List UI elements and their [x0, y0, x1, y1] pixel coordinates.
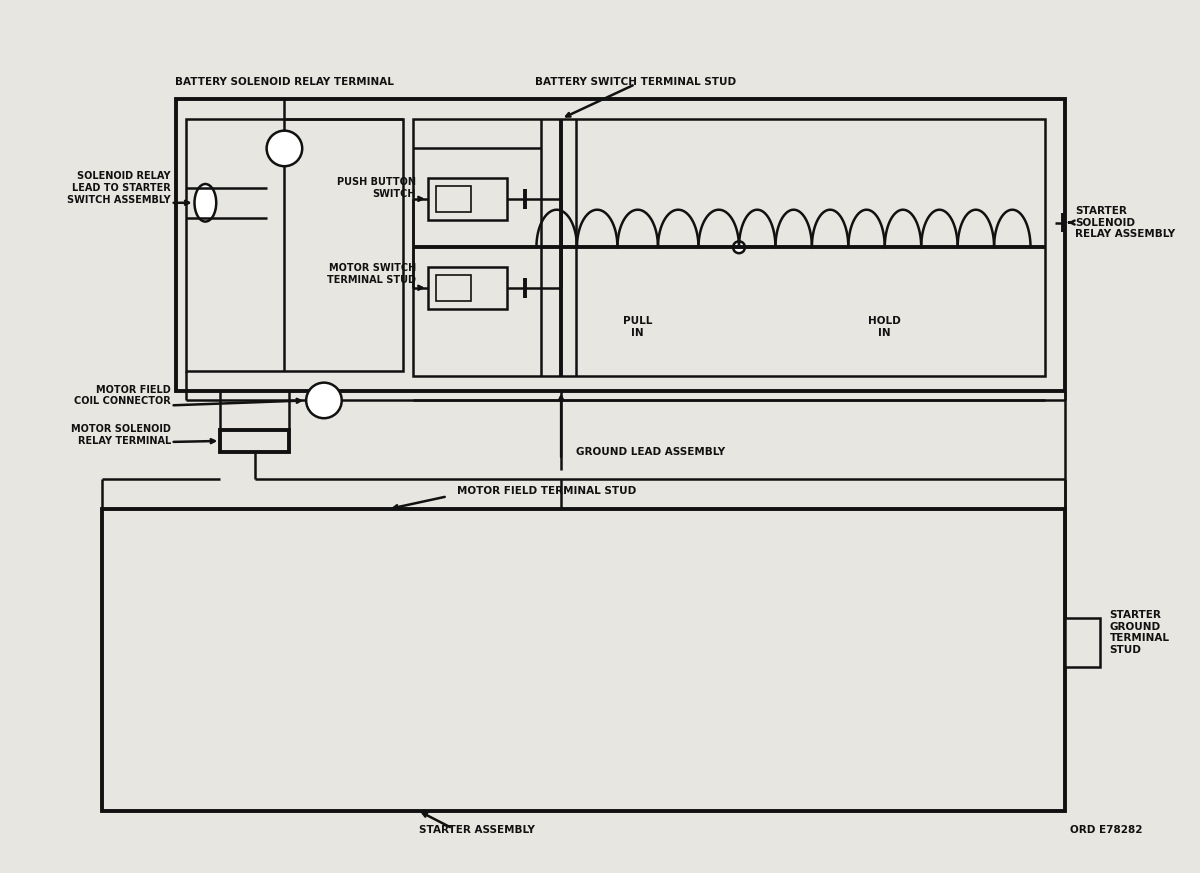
Text: GROUND LEAD ASSEMBLY: GROUND LEAD ASSEMBLY [576, 447, 725, 457]
Bar [102, 509, 1066, 810]
Ellipse shape [194, 184, 216, 222]
Bar [175, 99, 1066, 390]
Text: HOLD
IN: HOLD IN [868, 316, 901, 338]
Text: STARTER ASSEMBLY: STARTER ASSEMBLY [419, 825, 535, 835]
Text: BATTERY SOLENOID RELAY TERMINAL: BATTERY SOLENOID RELAY TERMINAL [175, 77, 394, 87]
Bar [427, 178, 506, 220]
Bar [427, 267, 506, 308]
Text: MOTOR FIELD
COIL CONNECTOR: MOTOR FIELD COIL CONNECTOR [74, 385, 170, 406]
Text: SOLENOID RELAY
LEAD TO STARTER
SWITCH ASSEMBLY: SOLENOID RELAY LEAD TO STARTER SWITCH AS… [67, 171, 170, 204]
Bar [1066, 618, 1099, 667]
Circle shape [733, 241, 745, 253]
Text: MOTOR SWITCH
TERMINAL STUD: MOTOR SWITCH TERMINAL STUD [326, 263, 416, 285]
Bar [413, 119, 1045, 375]
Text: MOTOR SOLENOID
RELAY TERMINAL: MOTOR SOLENOID RELAY TERMINAL [71, 424, 170, 446]
Bar [436, 275, 472, 300]
Text: PUSH BUTTON
SWITCH: PUSH BUTTON SWITCH [337, 177, 416, 199]
Text: ORD E78282: ORD E78282 [1070, 825, 1142, 835]
Bar [220, 430, 289, 452]
Circle shape [266, 131, 302, 166]
Bar [186, 119, 403, 371]
Text: STARTER
GROUND
TERMINAL
STUD: STARTER GROUND TERMINAL STUD [1110, 610, 1170, 655]
Text: BATTERY SWITCH TERMINAL STUD: BATTERY SWITCH TERMINAL STUD [535, 77, 736, 87]
Text: MOTOR FIELD TERMINAL STUD: MOTOR FIELD TERMINAL STUD [457, 486, 637, 496]
Bar [436, 186, 472, 211]
Circle shape [306, 382, 342, 418]
Text: PULL
IN: PULL IN [623, 316, 652, 338]
Text: STARTER
SOLENOID
RELAY ASSEMBLY: STARTER SOLENOID RELAY ASSEMBLY [1075, 206, 1175, 239]
